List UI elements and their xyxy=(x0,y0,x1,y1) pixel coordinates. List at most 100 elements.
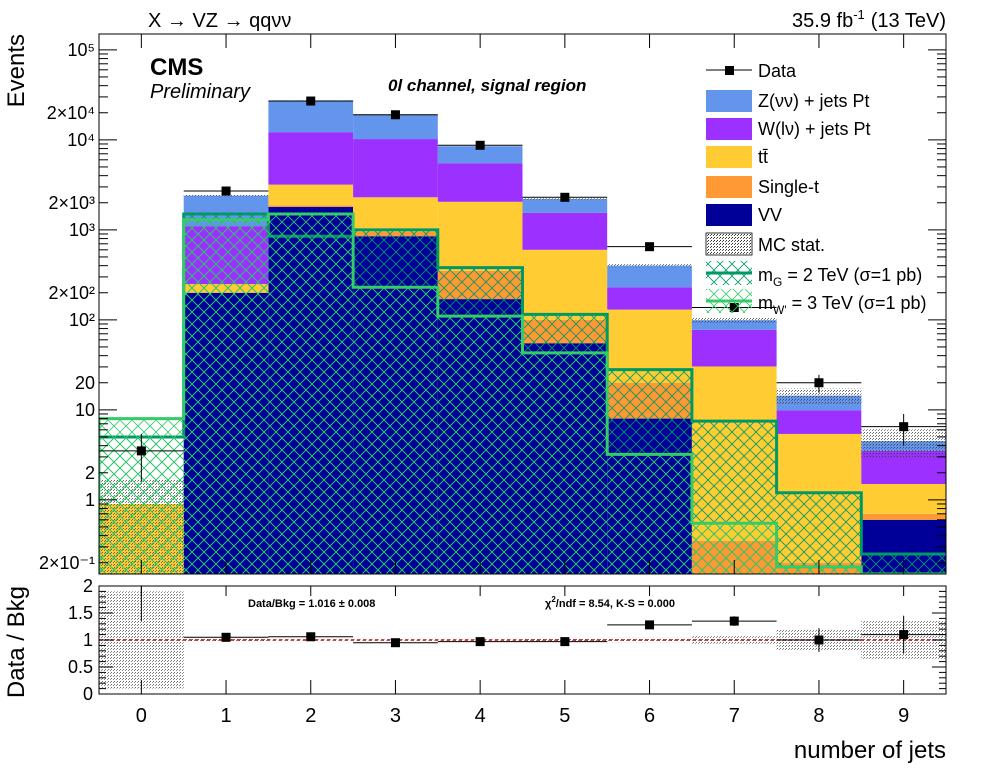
x-tick-label-8: 8 xyxy=(813,705,824,727)
mc-stat-band-bin-1 xyxy=(183,194,269,197)
legend-single-t-label: Single-t xyxy=(758,177,819,197)
bar-wln-bin-7 xyxy=(691,329,777,367)
y-tick-label: 2×10⁴ xyxy=(47,103,95,123)
legend-data-label: Data xyxy=(758,61,797,81)
bar-single-t-bin-9 xyxy=(861,513,946,520)
ratio-y-tick-label: 0 xyxy=(83,684,93,704)
y-tick-label: 10⁵ xyxy=(68,40,95,60)
x-tick-label-0: 0 xyxy=(136,705,147,727)
legend: Data Z(νν) + jets Pt W(lν) + jets Pt tt̄… xyxy=(705,61,927,317)
bar-wln-bin-8 xyxy=(776,410,862,434)
signal-g-outline xyxy=(99,212,946,574)
legend-signal-g-sub: G xyxy=(773,275,782,289)
lumi-exponent: -1 xyxy=(853,7,865,22)
ratio-mc-band-bin-7 xyxy=(691,636,777,644)
legend-wln-swatch xyxy=(706,118,752,140)
data-point-bin-0 xyxy=(136,446,146,456)
process-title: X → VZ → qqνν xyxy=(148,10,291,32)
signal-w-hatch-bin-9 xyxy=(861,574,946,579)
bar-wln-bin-4 xyxy=(437,163,523,202)
x-tick-label-6: 6 xyxy=(644,705,655,727)
data-point-bin-6 xyxy=(645,242,655,252)
ratio-y-tick-label: 1.5 xyxy=(68,603,93,623)
signal-w-outline xyxy=(99,212,946,574)
legend-wln-label: W(lν) + jets Pt xyxy=(758,119,871,139)
ratio-y-axis-title: Data / Bkg xyxy=(3,586,30,698)
cms-label: CMS xyxy=(150,54,203,81)
bar-wln-bin-6 xyxy=(607,287,692,310)
bar-ttbar-bin-3 xyxy=(353,197,438,232)
main-frame xyxy=(98,33,947,575)
ratio-point-bin-3 xyxy=(390,638,400,648)
y-tick-label: 10 xyxy=(75,400,95,420)
ratio-point-bin-1 xyxy=(221,632,231,642)
signal-w-hatch-bin-3 xyxy=(353,287,438,574)
bar-znn-bin-7 xyxy=(691,320,777,330)
mc-stat-band-bin-7 xyxy=(691,317,777,323)
bar-znn-bin-6 xyxy=(607,265,692,288)
data-point-bin-9 xyxy=(899,422,909,432)
bar-single-t-bin-2 xyxy=(268,205,354,207)
ratio-point-bin-7 xyxy=(729,616,739,626)
y-tick-label: 1 xyxy=(85,490,95,510)
chi2-exponent: 2 xyxy=(551,595,556,604)
energy-label: (13 TeV) xyxy=(871,10,946,32)
legend-vv-swatch xyxy=(706,204,752,226)
signal-w-hatch-bin-6 xyxy=(607,454,692,574)
y-tick-label: 10² xyxy=(69,310,95,330)
x-axis-title: number of jets xyxy=(794,737,946,764)
signal-w-hatch-bin-5 xyxy=(522,352,608,574)
ratio-point-bin-5 xyxy=(560,637,570,647)
ratio-y-tick-label: 2 xyxy=(83,576,93,596)
x-tick-label-7: 7 xyxy=(729,705,740,727)
chi2-symbol: χ xyxy=(545,598,552,610)
data-point-bin-8 xyxy=(814,378,824,388)
data-point-bin-3 xyxy=(390,110,400,120)
legend-single-t-swatch xyxy=(706,176,752,198)
bar-ttbar-bin-9 xyxy=(861,484,946,514)
signal-w-hatch-bin-4 xyxy=(437,316,523,574)
signal-w-hatch-bin-2 xyxy=(268,214,354,574)
bar-znn-bin-5 xyxy=(522,199,608,213)
chi2-annotation: χ2/ndf = 8.54, K-S = 0.000 xyxy=(545,595,675,610)
ratio-y-tick-label: 0.5 xyxy=(68,657,93,677)
ratio-annotation: Data/Bkg = 1.016 ± 0.008 xyxy=(248,598,375,610)
ratio-y-tick-label: 1 xyxy=(83,630,93,650)
preliminary-label: Preliminary xyxy=(150,81,251,103)
ratio-point-bin-2 xyxy=(306,632,316,642)
legend-mcstat-label: MC stat. xyxy=(758,235,825,255)
bar-ttbar-bin-4 xyxy=(437,201,523,271)
legend-znn-swatch xyxy=(706,90,752,112)
legend-znn-label: Z(νν) + jets Pt xyxy=(758,91,870,111)
bar-wln-bin-5 xyxy=(522,212,608,250)
mc-stat-band-bin-8 xyxy=(776,388,862,405)
x-tick-label-2: 2 xyxy=(305,705,316,727)
region-label: 0l channel, signal region xyxy=(388,76,586,95)
luminosity-label: 35.9 fb-1 (13 TeV) xyxy=(792,7,946,32)
ratio-point-bin-9 xyxy=(899,630,909,640)
y-tick-label: 10³ xyxy=(69,220,95,240)
signal-w-hatch-bin-1 xyxy=(183,219,269,574)
data-point-bin-5 xyxy=(560,192,570,202)
legend-signal-w-sub: W' xyxy=(773,303,787,317)
legend-signal-g-rest: = 2 TeV (σ=1 pb) xyxy=(782,265,922,285)
bar-znn-bin-2 xyxy=(268,100,354,133)
y-tick-label: 2×10⁻¹ xyxy=(39,553,95,573)
x-tick-label-4: 4 xyxy=(475,705,486,727)
bar-ttbar-bin-2 xyxy=(268,184,354,206)
y-tick-label: 20 xyxy=(75,373,95,393)
legend-signal-w-rest: = 3 TeV (σ=1 pb) xyxy=(787,293,927,313)
y-tick-label: 10⁴ xyxy=(67,130,95,150)
legend-ttbar-label: tt̄ xyxy=(758,147,768,167)
ratio-point-bin-6 xyxy=(645,620,655,630)
y-tick-label: 2×10³ xyxy=(48,193,95,213)
bar-wln-bin-2 xyxy=(268,132,354,185)
y-axis-title: Events xyxy=(3,34,30,107)
x-tick-label-1: 1 xyxy=(220,705,231,727)
mc-stat-band-bin-6 xyxy=(607,264,692,268)
y-tick-label: 2 xyxy=(85,463,95,483)
legend-signal-w-label: mW' = 3 TeV (σ=1 pb) xyxy=(758,293,927,317)
legend-vv-label: VV xyxy=(758,205,782,225)
legend-data-marker xyxy=(725,66,734,75)
